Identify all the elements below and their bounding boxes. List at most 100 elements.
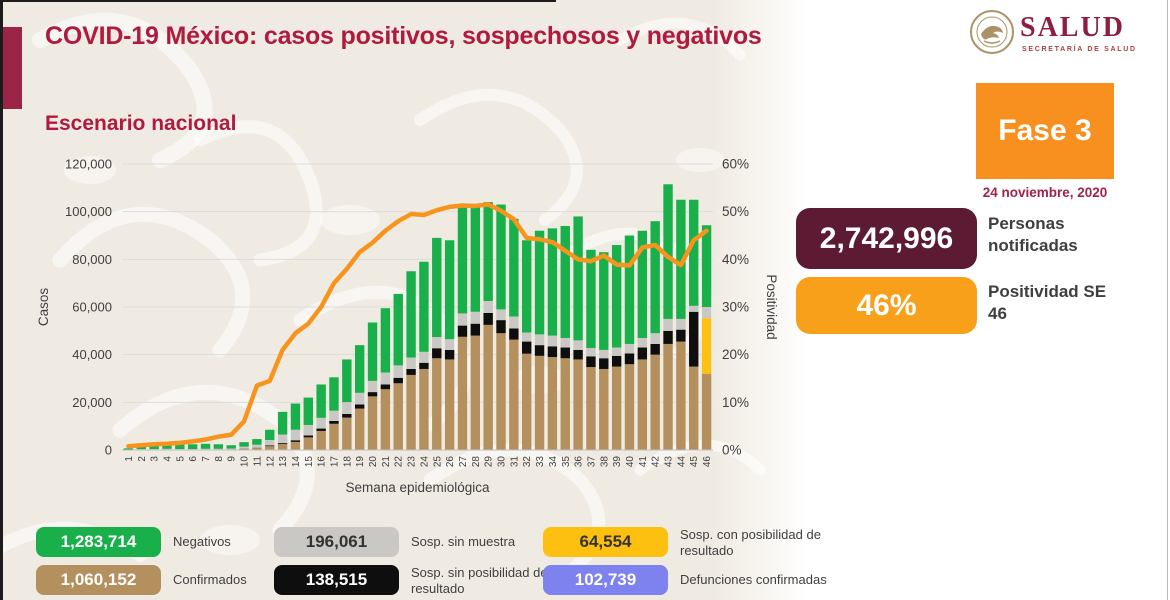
legend-value-negativos: 1,283,714 xyxy=(36,527,161,557)
salud-subtext: SECRETARÍA DE SALUD xyxy=(1022,46,1137,53)
svg-text:0: 0 xyxy=(105,443,112,458)
svg-text:10: 10 xyxy=(240,456,251,468)
legend-label-sosp-con-posibilidad: Sosp. con posibilidad de resultado xyxy=(680,527,821,559)
svg-text:37: 37 xyxy=(586,456,597,468)
svg-text:41: 41 xyxy=(638,456,649,468)
svg-text:120,000: 120,000 xyxy=(65,157,112,172)
svg-text:5: 5 xyxy=(175,456,186,462)
national-scenario-chart: 0 20,000 40,000 60,000 80,000 100,000 120,000 0… xyxy=(36,157,779,496)
svg-text:4: 4 xyxy=(162,456,173,462)
svg-text:40%: 40% xyxy=(722,252,749,267)
svg-text:3: 3 xyxy=(150,456,161,462)
svg-text:39: 39 xyxy=(612,456,623,468)
svg-text:29: 29 xyxy=(484,456,495,468)
svg-text:Casos: Casos xyxy=(36,288,51,327)
svg-text:38: 38 xyxy=(599,456,610,468)
svg-text:34: 34 xyxy=(548,456,559,468)
svg-text:21: 21 xyxy=(381,456,392,468)
svg-text:26: 26 xyxy=(445,456,456,468)
svg-text:27: 27 xyxy=(458,456,469,468)
svg-text:20: 20 xyxy=(368,456,379,468)
svg-text:50%: 50% xyxy=(722,204,749,219)
slide-top-edge xyxy=(0,0,556,2)
legend-value-sosp-con-posibilidad: 64,554 xyxy=(543,527,668,557)
stat-personas-notificadas-value: 2,742,996 xyxy=(796,208,977,269)
page-title: COVID-19 México: casos positivos, sospec… xyxy=(45,22,762,50)
legend-label-sosp-sin-muestra: Sosp. sin muestra xyxy=(411,533,516,549)
svg-text:30: 30 xyxy=(497,456,508,468)
svg-text:11: 11 xyxy=(252,456,263,467)
svg-text:30%: 30% xyxy=(722,300,749,315)
svg-text:40,000: 40,000 xyxy=(72,347,112,362)
slide-right-border xyxy=(1167,0,1168,600)
legend-item-confirmados: 1,060,152 Confirmados xyxy=(36,565,273,595)
svg-text:20,000: 20,000 xyxy=(72,395,112,410)
svg-text:45: 45 xyxy=(689,456,700,468)
slide-left-edge xyxy=(0,0,3,600)
svg-text:20%: 20% xyxy=(722,347,749,362)
svg-text:8: 8 xyxy=(214,456,225,462)
salud-wordmark: SALUD xyxy=(1020,12,1125,43)
legend-value-sosp-sin-muestra: 196,061 xyxy=(274,527,399,557)
svg-text:35: 35 xyxy=(561,456,572,468)
legend-label-defunciones: Defunciones confirmadas xyxy=(680,571,827,587)
report-date: 24 noviembre, 2020 xyxy=(982,185,1108,200)
svg-text:19: 19 xyxy=(355,456,366,468)
stacked-bars xyxy=(123,184,712,450)
stat-positividad-value: 46% xyxy=(796,277,977,334)
stat-personas-notificadas-label: Personas notificadas xyxy=(988,214,1078,256)
svg-text:13: 13 xyxy=(278,456,289,468)
crimson-accent-bar xyxy=(3,27,22,109)
svg-text:31: 31 xyxy=(509,456,520,468)
legend-value-sosp-sin-posibilidad: 138,515 xyxy=(274,565,399,595)
legend-item-sosp-sin-muestra: 196,061 Sosp. sin muestra xyxy=(274,527,561,557)
svg-text:23: 23 xyxy=(407,456,418,468)
svg-text:46: 46 xyxy=(702,456,713,468)
svg-text:17: 17 xyxy=(329,456,340,468)
positivity-line xyxy=(126,202,709,449)
svg-text:1: 1 xyxy=(124,456,135,462)
svg-text:22: 22 xyxy=(394,456,405,468)
svg-text:14: 14 xyxy=(291,456,302,468)
legend-item-sosp-con-posibilidad: 64,554 Sosp. con posibilidad de resultad… xyxy=(543,527,840,560)
phase-badge: Fase 3 xyxy=(976,83,1114,179)
svg-text:18: 18 xyxy=(342,456,353,468)
svg-text:36: 36 xyxy=(574,456,585,468)
svg-text:10%: 10% xyxy=(722,395,749,410)
stat-positividad-label: Positividad SE 46 xyxy=(988,282,1107,324)
mexico-seal-icon xyxy=(970,10,1014,54)
legend-item-sosp-sin-posibilidad: 138,515 Sosp. sin posibilidad de resulta… xyxy=(274,565,561,598)
svg-text:16: 16 xyxy=(317,456,328,468)
legend-value-defunciones: 102,739 xyxy=(543,565,668,595)
chart-section-title: Escenario nacional xyxy=(45,112,237,135)
svg-text:9: 9 xyxy=(227,456,238,462)
svg-text:Positividad: Positividad xyxy=(764,274,779,339)
svg-text:Semana epidemiológica: Semana epidemiológica xyxy=(345,480,490,495)
svg-text:6: 6 xyxy=(188,456,199,462)
legend-item-negativos: 1,283,714 Negativos xyxy=(36,527,273,557)
svg-text:0%: 0% xyxy=(722,443,742,458)
svg-text:44: 44 xyxy=(676,456,687,468)
svg-text:80,000: 80,000 xyxy=(72,252,112,267)
svg-text:15: 15 xyxy=(304,456,315,468)
legend-label-negativos: Negativos xyxy=(173,533,231,549)
svg-text:12: 12 xyxy=(265,456,276,468)
svg-text:2: 2 xyxy=(137,456,148,462)
svg-text:28: 28 xyxy=(471,456,482,468)
svg-text:100,000: 100,000 xyxy=(65,204,112,219)
svg-text:40: 40 xyxy=(625,456,636,468)
legend-label-confirmados: Confirmados xyxy=(173,571,247,587)
svg-text:25: 25 xyxy=(432,456,443,468)
legend-item-defunciones: 102,739 Defunciones confirmadas xyxy=(543,565,840,595)
svg-text:60,000: 60,000 xyxy=(72,300,112,315)
legend-label-sosp-sin-posibilidad: Sosp. sin posibilidad de resultado xyxy=(411,565,548,597)
svg-text:33: 33 xyxy=(535,456,546,468)
svg-text:32: 32 xyxy=(522,456,533,468)
legend-value-confirmados: 1,060,152 xyxy=(36,565,161,595)
svg-text:43: 43 xyxy=(664,456,675,468)
svg-text:60%: 60% xyxy=(722,157,749,172)
svg-text:24: 24 xyxy=(419,456,430,468)
svg-text:7: 7 xyxy=(201,456,212,462)
svg-text:42: 42 xyxy=(651,456,662,468)
